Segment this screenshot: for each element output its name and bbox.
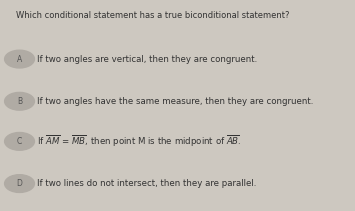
Circle shape (5, 92, 34, 110)
Circle shape (5, 133, 34, 150)
Text: If two angles have the same measure, then they are congruent.: If two angles have the same measure, the… (37, 97, 314, 106)
Text: B: B (17, 97, 22, 106)
Circle shape (5, 175, 34, 192)
Text: A: A (17, 55, 22, 64)
Text: If $\overline{AM}$ = $\overline{MB}$, then point M is the midpoint of $\overline: If $\overline{AM}$ = $\overline{MB}$, th… (37, 134, 242, 149)
Text: If two angles are vertical, then they are congruent.: If two angles are vertical, then they ar… (37, 55, 257, 64)
Circle shape (5, 50, 34, 68)
Text: D: D (17, 179, 22, 188)
Text: C: C (17, 137, 22, 146)
Text: If two lines do not intersect, then they are parallel.: If two lines do not intersect, then they… (37, 179, 257, 188)
Text: Which conditional statement has a true biconditional statement?: Which conditional statement has a true b… (16, 11, 289, 20)
